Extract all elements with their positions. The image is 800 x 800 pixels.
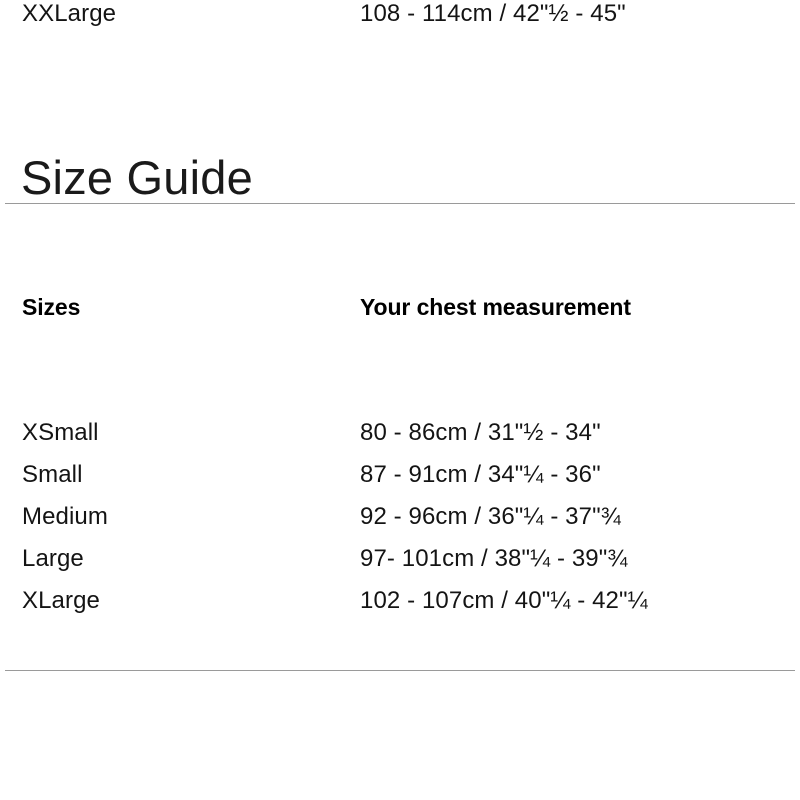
chest-measurement-value: 108 - 114cm / 42"½ - 45" [360, 0, 626, 27]
size-label: Small [22, 461, 83, 488]
table-row: Small 87 - 91cm / 34"¼ - 36" [0, 461, 800, 503]
table-row: Large 97- 101cm / 38"¼ - 39"¾ [0, 545, 800, 587]
size-label: XLarge [22, 587, 100, 614]
size-label: XSmall [22, 419, 99, 446]
chest-measurement-value: 102 - 107cm / 40"¼ - 42"¼ [360, 587, 648, 614]
size-label: Large [22, 545, 84, 572]
table-row: XSmall 80 - 86cm / 31"½ - 34" [0, 419, 800, 461]
chest-measurement-value: 87 - 91cm / 34"¼ - 36" [360, 461, 601, 488]
table-row: Medium 92 - 96cm / 36"¼ - 37"¾ [0, 503, 800, 545]
chest-measurement-value: 97- 101cm / 38"¼ - 39"¾ [360, 545, 628, 572]
chest-measurement-value: 92 - 96cm / 36"¼ - 37"¾ [360, 503, 621, 530]
table-bottom-divider [5, 670, 795, 671]
page-title: Size Guide [21, 151, 253, 205]
size-label: XXLarge [22, 0, 117, 27]
table-row: XXLarge 108 - 114cm / 42"½ - 45" [0, 0, 800, 42]
table-row: XLarge 102 - 107cm / 40"¼ - 42"¼ [0, 587, 800, 629]
size-label: Medium [22, 503, 108, 530]
chest-measurement-value: 80 - 86cm / 31"½ - 34" [360, 419, 601, 446]
title-divider [5, 203, 795, 204]
table-header-row: Sizes Your chest measurement [0, 294, 800, 336]
column-header-sizes: Sizes [22, 294, 81, 320]
column-header-chest-measurement: Your chest measurement [360, 294, 631, 320]
